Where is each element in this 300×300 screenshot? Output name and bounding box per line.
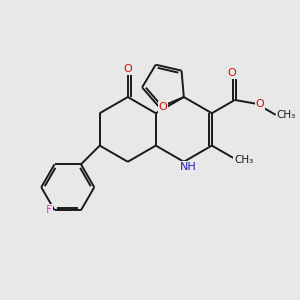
- Text: O: O: [256, 99, 265, 109]
- Text: O: O: [227, 68, 236, 79]
- Text: O: O: [123, 64, 132, 74]
- Text: CH₃: CH₃: [276, 110, 296, 120]
- Text: F: F: [45, 205, 52, 215]
- Text: NH: NH: [180, 162, 196, 172]
- Text: CH₃: CH₃: [234, 154, 254, 165]
- Text: O: O: [159, 102, 167, 112]
